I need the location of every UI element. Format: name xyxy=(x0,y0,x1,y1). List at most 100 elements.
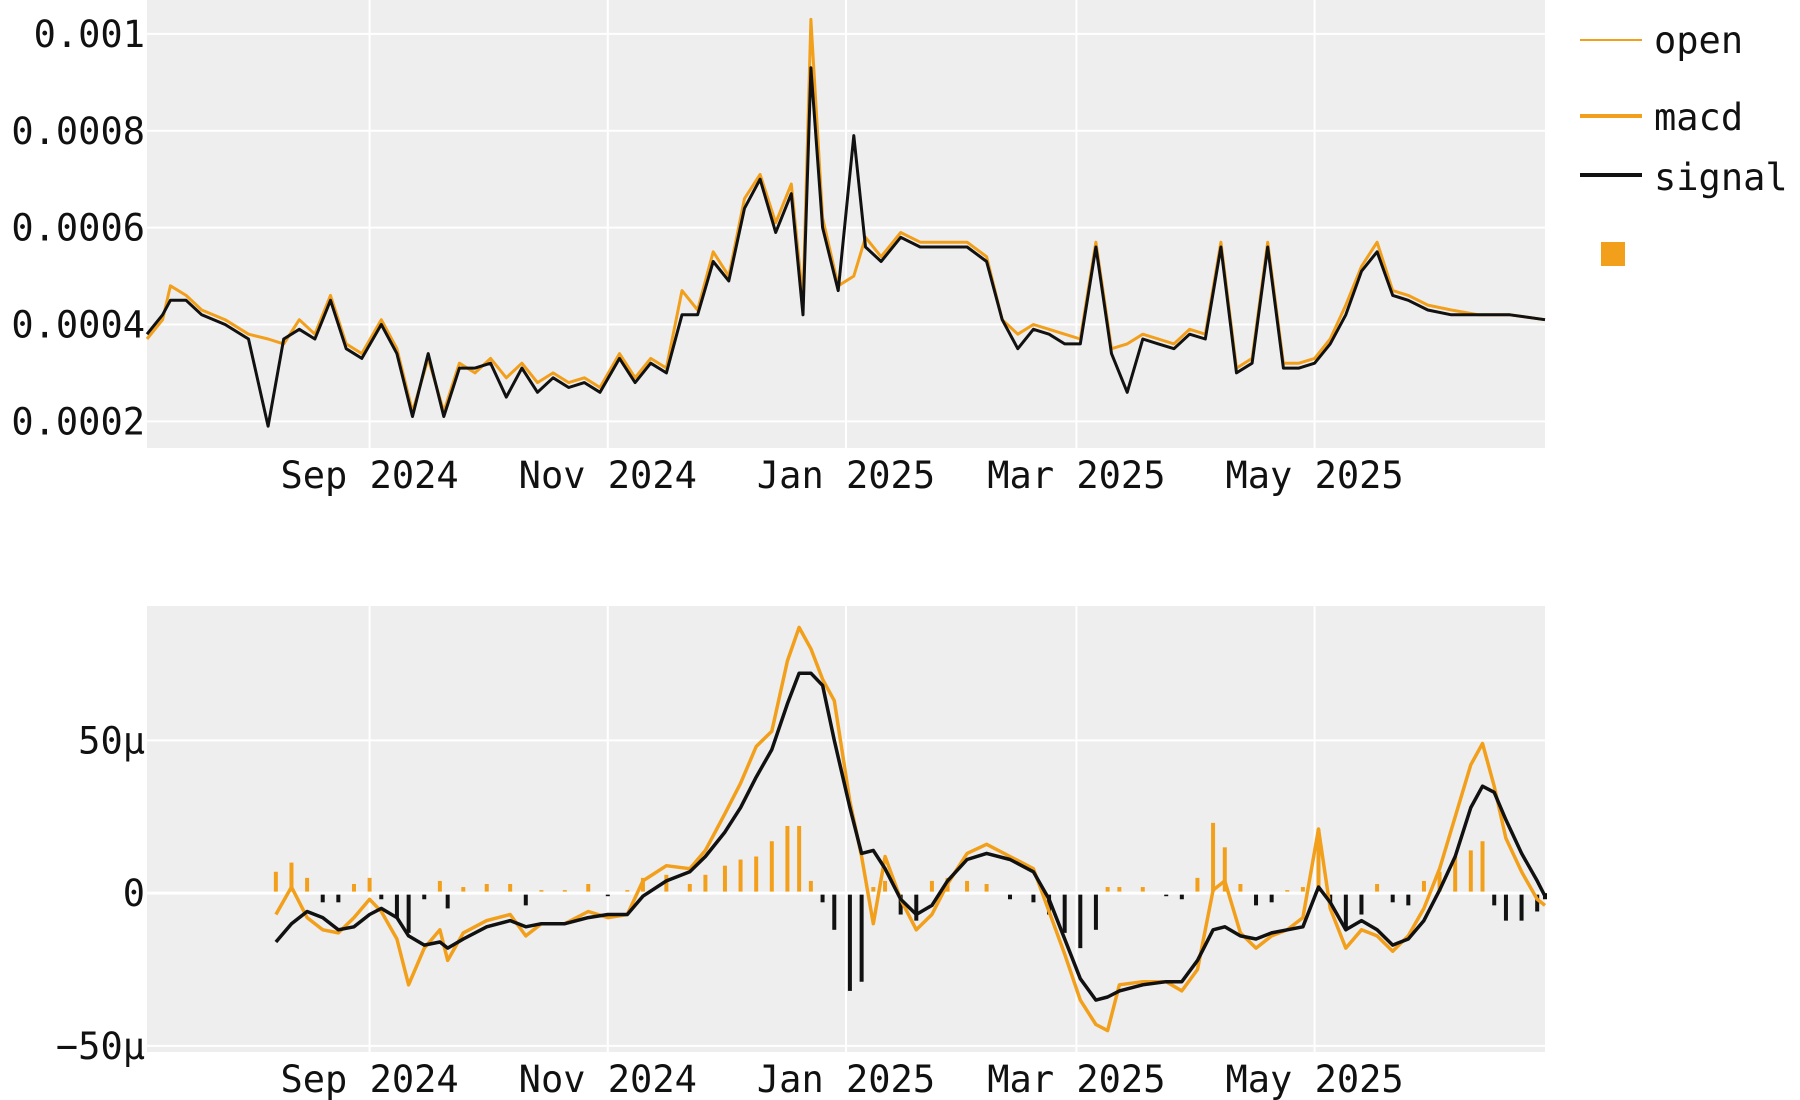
histogram-bar xyxy=(1008,893,1013,900)
histogram-bar xyxy=(1211,822,1216,894)
legend-label-open: open xyxy=(1654,19,1743,62)
histogram-bar xyxy=(539,890,544,894)
histogram-bar xyxy=(832,893,837,930)
histogram-bar xyxy=(1062,893,1067,933)
histogram-bar xyxy=(273,871,278,894)
histogram-bar xyxy=(508,883,513,894)
histogram-bar xyxy=(1222,847,1227,894)
histogram-bar xyxy=(625,890,630,894)
histogram-bar xyxy=(1316,829,1321,894)
macd-y-axis: −50µ 0 50µ xyxy=(56,719,145,1067)
legend-label-macd: macd xyxy=(1654,96,1743,139)
histogram-bar xyxy=(1535,893,1540,912)
histogram-bar xyxy=(1453,856,1458,894)
price-x-tick-label: Jan 2025 xyxy=(757,454,935,497)
legend-swatch-histogram xyxy=(1601,242,1625,266)
histogram-bar xyxy=(1421,880,1426,894)
histogram-bar xyxy=(984,883,989,894)
histogram-bar xyxy=(1254,893,1259,906)
histogram-bar xyxy=(1164,893,1169,897)
histogram-bar xyxy=(1406,893,1411,906)
histogram-bar xyxy=(820,893,825,903)
macd-macd-series-line xyxy=(274,625,1547,1033)
histogram-bar xyxy=(562,890,567,894)
histogram-bar xyxy=(1359,893,1364,915)
histogram-bar xyxy=(1285,890,1290,894)
histogram-bar xyxy=(1543,893,1547,900)
price-y-tick-label: 0.001 xyxy=(34,13,145,56)
histogram-bar xyxy=(336,893,341,903)
histogram-bar xyxy=(871,887,876,894)
histogram-bar xyxy=(1117,887,1122,894)
macd-y-tick-label: −50µ xyxy=(56,1025,145,1068)
macd-x-tick-label: Nov 2024 xyxy=(519,1058,697,1100)
price-y-tick-label: 0.0006 xyxy=(11,207,145,250)
histogram-bar xyxy=(1195,877,1200,894)
price-series xyxy=(145,17,1546,428)
histogram-bar xyxy=(1343,893,1348,930)
histogram-bar xyxy=(586,883,591,894)
histogram-bar xyxy=(1140,887,1145,894)
histogram-bar xyxy=(351,883,356,894)
legend-label-signal: signal xyxy=(1654,156,1788,199)
histogram-bar xyxy=(797,825,802,894)
histogram-bar xyxy=(1179,893,1184,900)
macd-x-tick-label: Jan 2025 xyxy=(757,1058,935,1100)
histogram-bar xyxy=(523,893,528,906)
histogram-bar xyxy=(1390,893,1395,903)
histogram-bar xyxy=(437,880,442,894)
histogram-bar xyxy=(289,862,294,894)
price-y-axis: 0.0002 0.0004 0.0006 0.0008 0.001 xyxy=(11,13,145,443)
price-open-series-line xyxy=(145,17,1546,414)
macd-signal-series-line xyxy=(274,671,1547,1002)
price-y-tick-label: 0.0008 xyxy=(11,110,145,153)
price-x-tick-label: May 2025 xyxy=(1225,454,1403,497)
histogram-bar xyxy=(484,883,489,894)
histogram-bar xyxy=(785,825,790,894)
macd-x-tick-label: May 2025 xyxy=(1225,1058,1403,1100)
price-x-axis: Sep 2024 Nov 2024 Jan 2025 Mar 2025 May 2025 xyxy=(280,454,1403,497)
histogram-bar xyxy=(1480,841,1485,894)
histogram-bar xyxy=(445,893,450,909)
histogram-bar xyxy=(461,887,466,894)
price-dark-series-line xyxy=(145,66,1546,428)
macd-series xyxy=(274,625,1547,1033)
macd-x-tick-label: Sep 2024 xyxy=(280,1058,458,1100)
histogram-bar xyxy=(1375,883,1380,894)
histogram-bar xyxy=(664,874,669,894)
histogram-bar xyxy=(898,893,903,915)
histogram-bar xyxy=(859,893,864,982)
macd-x-axis: Sep 2024 Nov 2024 Jan 2025 Mar 2025 May 2025 xyxy=(280,1058,1403,1100)
histogram-bar xyxy=(738,859,743,894)
histogram-bar xyxy=(1078,893,1083,949)
histogram-bar xyxy=(305,877,310,894)
price-x-tick-label: Sep 2024 xyxy=(280,454,458,497)
legend: open macd signal xyxy=(1580,19,1788,266)
histogram-bar xyxy=(1269,893,1274,903)
macd-x-tick-label: Mar 2025 xyxy=(987,1058,1165,1100)
price-y-tick-label: 0.0004 xyxy=(11,303,145,346)
price-panel: 0.0002 0.0004 0.0006 0.0008 0.001 Sep 2024 No… xyxy=(11,0,1546,497)
price-y-tick-label: 0.0002 xyxy=(11,400,145,443)
histogram-bar xyxy=(320,893,325,903)
price-x-tick-label: Nov 2024 xyxy=(519,454,697,497)
histogram-bar xyxy=(847,893,852,991)
histogram-bar xyxy=(965,880,970,894)
histogram-bar xyxy=(379,893,384,900)
price-x-tick-label: Mar 2025 xyxy=(987,454,1165,497)
histogram-bar xyxy=(1437,871,1442,894)
histogram-bar xyxy=(1105,887,1110,894)
histogram-bar xyxy=(605,893,610,897)
macd-y-tick-label: 50µ xyxy=(78,719,145,762)
histogram-bar xyxy=(929,880,934,894)
histogram-bar xyxy=(394,893,399,918)
histogram-bar xyxy=(406,893,411,933)
histogram-bar xyxy=(640,877,645,894)
histogram-bar xyxy=(1093,893,1098,930)
histogram-bar xyxy=(703,874,708,894)
histogram-bar xyxy=(722,865,727,894)
histogram-bar xyxy=(687,883,692,894)
histogram-bar xyxy=(883,880,888,894)
histogram-bar xyxy=(1300,887,1305,894)
